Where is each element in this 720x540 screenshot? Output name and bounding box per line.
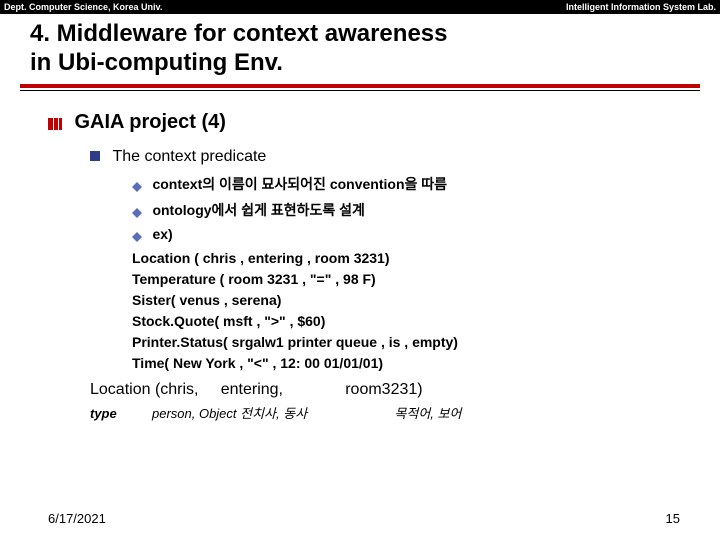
- bullet-l2-icon: [90, 151, 100, 161]
- example-5: Printer.Status( srgalw1 printer queue , …: [132, 334, 680, 350]
- example-1: Location ( chris , entering , room 3231): [132, 250, 680, 266]
- footer-page: 15: [666, 511, 680, 526]
- title-line2: in Ubi-computing Env.: [30, 49, 700, 78]
- title-line1: 4. Middleware for context awareness: [30, 20, 700, 49]
- bullet-l1-icon: [48, 117, 64, 129]
- level3-text-b: ontology에서 쉽게 표현하도록 설계: [152, 202, 364, 218]
- location-call: Location (chris, entering, room3231): [90, 381, 680, 399]
- level3-item-c: ex): [132, 226, 680, 244]
- level3-item-b: ontology에서 쉽게 표현하도록 설계: [132, 200, 680, 220]
- topbar-left: Dept. Computer Science, Korea Univ.: [4, 2, 162, 12]
- right-label: 목적어, 보어: [394, 406, 461, 421]
- example-3: Sister( venus , serena): [132, 292, 680, 308]
- bullet-l3-icon: [132, 179, 142, 189]
- footer: 6/17/2021 15: [0, 511, 720, 526]
- red-divider: [20, 84, 700, 88]
- footer-date: 6/17/2021: [48, 511, 106, 526]
- level1-item: GAIA project (4): [48, 111, 680, 134]
- level1-text: GAIA project (4): [74, 111, 226, 133]
- annotation-row: type person, Object 전치사, 동사 목적어, 보어: [90, 403, 680, 422]
- level3-item-a: context의 이름이 묘사되어진 convention을 따름: [132, 174, 680, 194]
- content-area: GAIA project (4) The context predicate c…: [0, 91, 720, 422]
- top-bar: Dept. Computer Science, Korea Univ. Inte…: [0, 0, 720, 14]
- level3-text-a: context의 이름이 묘사되어진 convention을 따름: [152, 176, 447, 192]
- title-area: 4. Middleware for context awareness in U…: [0, 14, 720, 82]
- type-label: type: [90, 406, 117, 421]
- example-6: Time( New York , "<" , 12: 00 01/01/01): [132, 355, 680, 371]
- topbar-right: Intelligent Information System Lab.: [566, 2, 716, 12]
- level2-item: The context predicate: [90, 148, 680, 166]
- bullet-l3-icon: [132, 205, 142, 215]
- example-2: Temperature ( room 3231 , "=" , 98 F): [132, 271, 680, 287]
- mid-label: person, Object 전치사, 동사: [152, 406, 307, 421]
- level2-text: The context predicate: [112, 148, 266, 165]
- bullet-l3-icon: [132, 229, 142, 239]
- example-4: Stock.Quote( msft , ">" , $60): [132, 313, 680, 329]
- level3-text-c: ex): [152, 226, 172, 242]
